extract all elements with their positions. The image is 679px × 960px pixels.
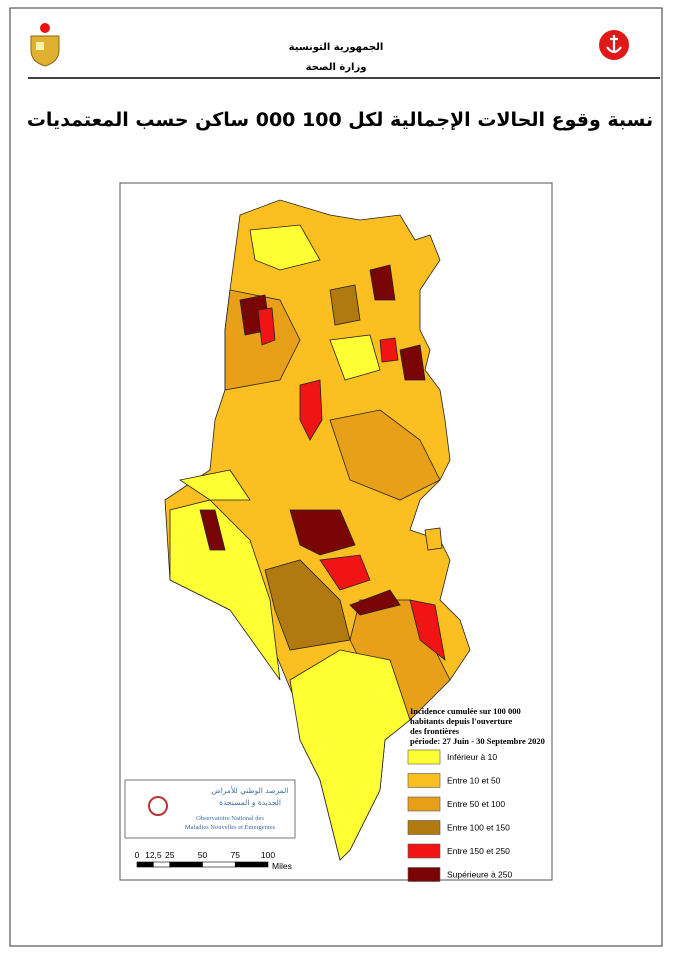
- map: [164, 199, 471, 861]
- legend-swatch: [407, 820, 441, 835]
- legend-label: Entre 50 et 100: [447, 799, 505, 809]
- scale-label: 75: [231, 850, 241, 860]
- scale-label: 25: [165, 850, 175, 860]
- legend-swatch: [407, 843, 441, 859]
- header-line2: وزارة الصحة: [306, 62, 367, 73]
- logo-box: المرصد الوطني للأمراض الجديدة و المستجدة…: [124, 779, 296, 839]
- logo-french-2: Maladies Nouvelles et Émergentes: [185, 823, 276, 831]
- scale-label: 12,5: [145, 850, 162, 860]
- legend-swatch: [407, 749, 441, 765]
- legend-label: Entre 150 et 250: [447, 846, 510, 856]
- scale-label: 50: [198, 850, 208, 860]
- scale-segment: [136, 861, 154, 868]
- legend-title: Incidence cumulée sur 100 000: [410, 706, 521, 716]
- legend-title: habitants depuis l'ouverture: [410, 716, 513, 726]
- emblem: [30, 23, 60, 67]
- ministry-logo: [599, 30, 629, 60]
- legend-label: Inférieur à 10: [447, 752, 497, 762]
- legend-swatch: [407, 773, 441, 788]
- legend-title: des frontières: [410, 726, 460, 736]
- legend-label: Entre 100 et 150: [447, 823, 510, 833]
- page-border: [9, 7, 663, 947]
- scale-segment: [234, 861, 269, 868]
- scale-label: 100: [261, 850, 275, 860]
- logo-arabic-1: المرصد الوطني للأمراض: [212, 785, 289, 795]
- legend-label: Entre 10 et 50: [447, 776, 501, 786]
- scale-segment: [169, 861, 203, 868]
- title: نسبة وقوع الحالات الإجمالية لكل 100 000 …: [27, 109, 653, 131]
- logo-arabic-2: الجديدة و المستجدة: [219, 798, 281, 807]
- scale-label: 0: [135, 850, 140, 860]
- logo-french-1: Observatoire National des: [196, 815, 264, 822]
- legend-title: période: 27 Juin - 30 Septembre 2020: [410, 736, 545, 746]
- scale-unit: Miles: [272, 861, 292, 871]
- legend-label: Supérieure à 250: [447, 870, 512, 880]
- scale-segment: [202, 861, 236, 868]
- legend-swatch: [407, 796, 441, 812]
- legend-swatch: [407, 867, 441, 882]
- header-line1: الجمهورية التونسية: [289, 42, 384, 53]
- scale-segment: [153, 861, 171, 868]
